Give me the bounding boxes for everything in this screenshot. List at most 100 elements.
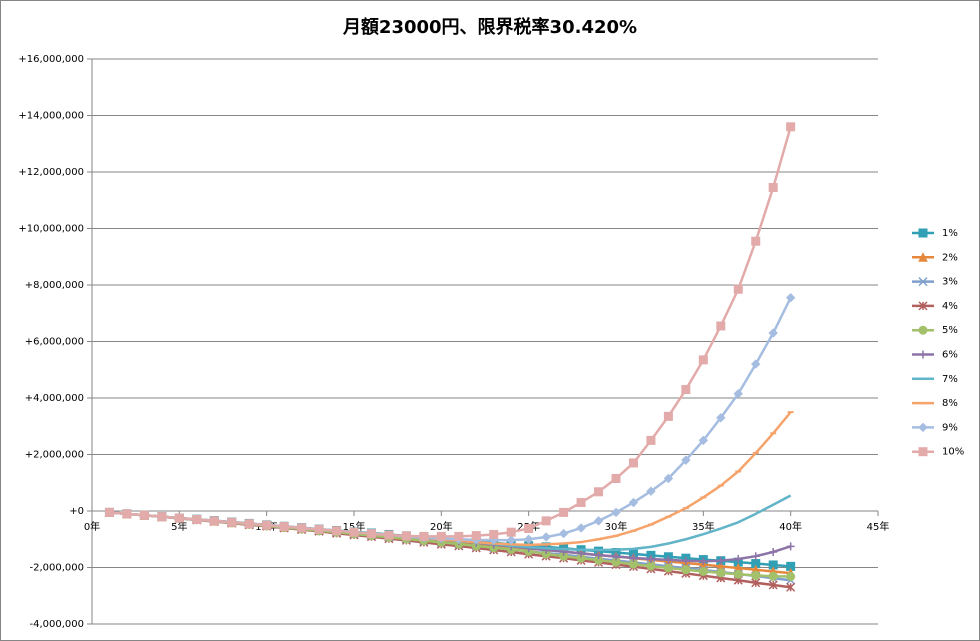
marker [664, 555, 673, 564]
marker [209, 516, 219, 526]
marker [279, 522, 289, 532]
marker [716, 321, 726, 331]
x-tick-label: 0年 [84, 520, 100, 533]
marker [244, 519, 254, 529]
x-tick-label: 5年 [171, 520, 187, 533]
legend-label: 4% [942, 301, 958, 312]
marker [576, 523, 586, 533]
marker [297, 523, 307, 533]
legend-label: 8% [942, 398, 958, 409]
marker [698, 435, 709, 446]
legend-marker [918, 325, 928, 335]
legend-label: 6% [942, 350, 958, 361]
marker [733, 284, 743, 294]
marker [646, 561, 656, 571]
y-tick-label: +2,000,000 [25, 450, 84, 461]
chart-title: 月額23000円、限界税率30.420% [342, 16, 637, 38]
marker [576, 498, 586, 508]
marker [734, 555, 743, 564]
marker [174, 513, 184, 523]
y-tick-label: +10,000,000 [18, 224, 84, 235]
marker [733, 389, 743, 399]
y-tick-label: +8,000,000 [25, 280, 84, 291]
marker [663, 411, 673, 421]
marker [769, 547, 778, 556]
marker [122, 509, 132, 519]
marker [559, 507, 569, 517]
marker [612, 552, 620, 561]
marker [157, 512, 167, 522]
marker [523, 534, 534, 544]
marker [454, 531, 464, 541]
legend-label: 10% [942, 447, 964, 458]
marker [768, 328, 778, 338]
legend-marker [918, 252, 928, 262]
legend-marker [918, 228, 928, 238]
marker [611, 507, 621, 518]
marker [436, 531, 446, 541]
marker [419, 531, 429, 541]
marker [681, 556, 690, 565]
marker [751, 236, 761, 246]
x-tick-label: 20年 [430, 520, 453, 533]
legend-label: 9% [942, 422, 958, 433]
marker [786, 582, 796, 592]
marker [768, 580, 778, 590]
y-tick-label: -2,000,000 [29, 563, 84, 574]
y-tick-label: +16,000,000 [18, 54, 84, 65]
marker [471, 531, 481, 541]
x-tick-label: 35年 [692, 520, 715, 533]
marker [401, 531, 411, 541]
marker [558, 528, 569, 539]
x-tick-label: 40年 [779, 520, 802, 533]
marker [628, 497, 639, 508]
marker [751, 578, 761, 588]
marker [366, 529, 376, 539]
legend-label: 2% [942, 252, 958, 263]
y-tick-label: +6,000,000 [25, 337, 84, 348]
marker [681, 455, 691, 465]
marker [629, 553, 638, 562]
legend-marker [918, 277, 928, 287]
marker [541, 532, 551, 542]
marker [786, 572, 796, 582]
marker [541, 516, 551, 526]
marker [716, 413, 726, 423]
y-tick-label: +12,000,000 [18, 167, 84, 178]
y-tick-label: +4,000,000 [25, 393, 84, 404]
marker [663, 473, 674, 484]
marker [716, 568, 726, 578]
marker [611, 474, 621, 484]
x-tick-label: 45年 [867, 520, 890, 533]
y-tick-label: +14,000,000 [18, 111, 84, 122]
marker [139, 510, 149, 520]
marker [593, 516, 604, 526]
legend-marker [918, 301, 928, 311]
marker [663, 563, 673, 573]
marker [681, 565, 691, 575]
x-tick-label: 15年 [343, 520, 366, 533]
marker [768, 183, 778, 193]
marker [698, 566, 708, 576]
marker [786, 542, 795, 551]
legend-label: 5% [942, 325, 958, 336]
legend-marker [918, 422, 928, 433]
marker [384, 530, 394, 540]
marker [594, 551, 603, 560]
marker [699, 557, 708, 566]
marker [786, 122, 796, 132]
marker [733, 569, 743, 579]
marker [751, 359, 761, 369]
y-tick-label: -4,000,000 [29, 619, 84, 630]
marker [628, 458, 638, 468]
legend-label: 7% [942, 374, 958, 385]
marker [192, 514, 202, 524]
marker [489, 529, 499, 539]
marker [506, 535, 516, 545]
series-line [109, 126, 792, 538]
marker [751, 552, 760, 561]
marker [332, 526, 342, 536]
marker [681, 385, 691, 395]
legend-marker [918, 447, 928, 457]
